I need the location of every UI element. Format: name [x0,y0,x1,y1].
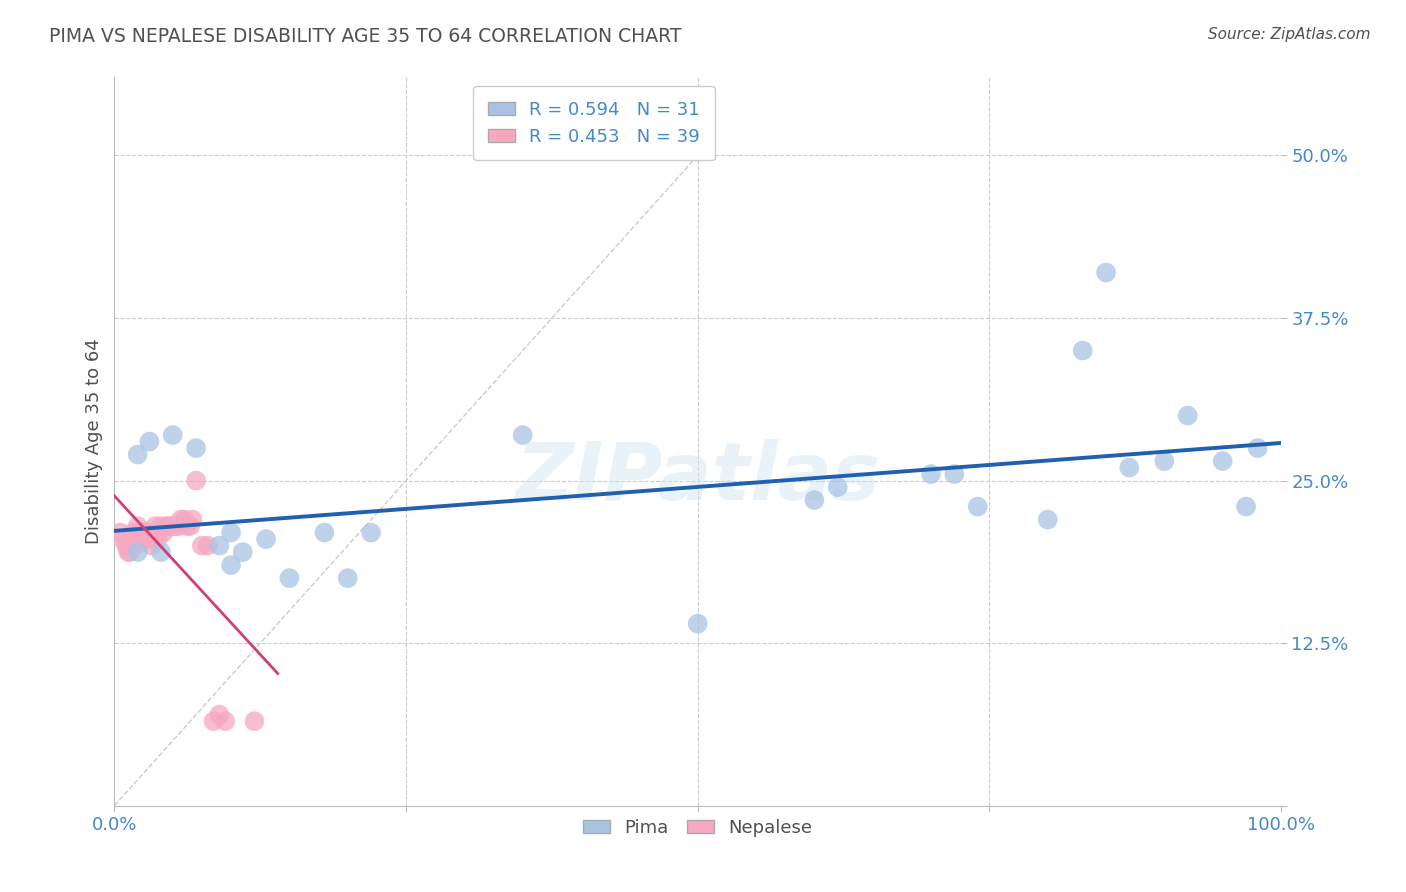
Point [254,532,277,546]
Point [162,519,184,533]
Point [121,532,143,546]
Point [314,525,336,540]
Point [176,519,198,533]
Point [1177,409,1199,423]
Text: ZIPatlas: ZIPatlas [515,439,880,517]
Point [1036,513,1059,527]
Point [142,525,165,540]
Point [150,519,173,533]
Point [1212,454,1234,468]
Point [110,525,132,540]
Point [135,525,157,540]
Point [208,707,231,722]
Point [117,545,139,559]
Point [219,558,242,573]
Point [943,467,966,481]
Point [156,519,179,533]
Point [157,519,180,533]
Point [138,532,160,546]
Point [1153,454,1175,468]
Point [143,519,166,533]
Point [122,525,145,540]
Point [162,428,184,442]
Point [278,571,301,585]
Point [150,545,173,559]
Point [127,448,149,462]
Point [138,434,160,449]
Point [184,474,207,488]
Point [141,539,163,553]
Point [1095,266,1118,280]
Point [115,539,138,553]
Text: Source: ZipAtlas.com: Source: ZipAtlas.com [1208,27,1371,42]
Point [686,616,709,631]
Legend: Pima, Nepalese: Pima, Nepalese [576,812,820,844]
Point [136,525,159,540]
Point [803,493,825,508]
Point [148,525,170,540]
Point [111,532,134,546]
Y-axis label: Disability Age 35 to 64: Disability Age 35 to 64 [86,339,103,544]
Point [1234,500,1257,514]
Point [827,480,849,494]
Point [170,513,193,527]
Point [360,525,382,540]
Point [118,545,141,559]
Point [179,519,201,533]
Point [920,467,942,481]
Point [184,441,207,455]
Point [1071,343,1094,358]
Point [129,525,152,540]
Point [129,525,152,540]
Point [219,525,242,540]
Point [173,513,195,527]
Point [146,532,169,546]
Point [167,519,190,533]
Point [127,545,149,559]
Point [124,539,146,553]
Point [191,539,214,553]
Point [202,714,225,728]
Point [152,525,174,540]
Point [214,714,236,728]
Point [512,428,534,442]
Point [336,571,359,585]
Point [966,500,988,514]
Point [232,545,254,559]
Point [243,714,266,728]
Point [208,539,231,553]
Point [1247,441,1270,455]
Text: PIMA VS NEPALESE DISABILITY AGE 35 TO 64 CORRELATION CHART: PIMA VS NEPALESE DISABILITY AGE 35 TO 64… [49,27,682,45]
Point [197,539,219,553]
Point [132,532,155,546]
Point [1118,460,1140,475]
Point [181,513,204,527]
Point [127,519,149,533]
Point [165,519,187,533]
